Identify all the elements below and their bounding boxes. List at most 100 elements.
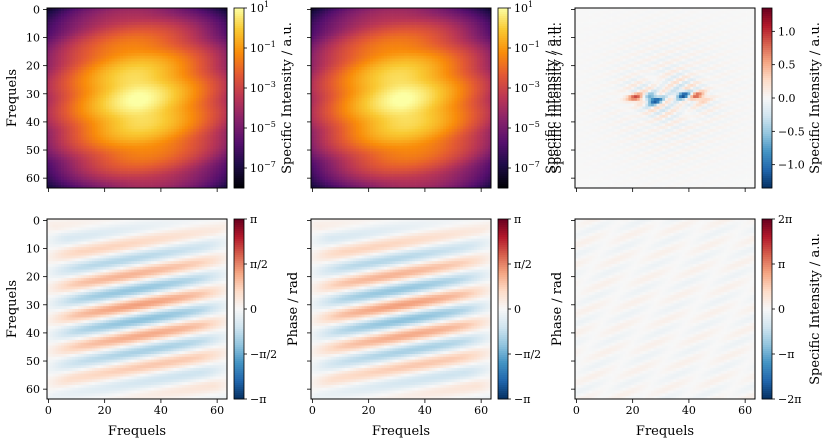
heatmap-cell [219, 126, 222, 129]
heatmap-cell [98, 45, 101, 48]
heatmap-cell [207, 19, 210, 22]
heatmap-cell [55, 87, 58, 90]
heatmap-cell [171, 115, 174, 118]
heatmap-cell [160, 67, 163, 70]
heatmap-cell [53, 121, 56, 124]
heatmap-cell [72, 14, 75, 17]
heatmap-cell [126, 157, 129, 160]
heatmap-cell [134, 76, 137, 79]
heatmap-cell [148, 90, 151, 93]
heatmap-cell [196, 146, 199, 149]
heatmap-cell [106, 177, 109, 180]
heatmap-cell [199, 151, 202, 154]
heatmap-cell [95, 39, 98, 42]
heatmap-cell [362, 16, 365, 19]
heatmap-cell [185, 135, 188, 138]
heatmap-cell [193, 25, 196, 28]
heatmap-cell [404, 22, 407, 25]
heatmap-cell [112, 160, 115, 163]
heatmap-cell [120, 67, 123, 70]
heatmap-cell [145, 109, 148, 112]
heatmap-cell [84, 168, 87, 171]
heatmap-cell [196, 174, 199, 177]
heatmap-cell [109, 22, 112, 25]
heatmap-cell [188, 31, 191, 34]
heatmap-cell [435, 19, 438, 22]
heatmap-cell [137, 168, 140, 171]
heatmap-cell [157, 56, 160, 59]
heatmap-cell [202, 129, 205, 132]
heatmap-cell [70, 95, 73, 98]
heatmap-cell [213, 56, 216, 59]
heatmap-cell [474, 22, 477, 25]
heatmap-cell [213, 98, 216, 101]
heatmap-cell [196, 182, 199, 185]
heatmap-cell [86, 135, 89, 138]
heatmap-cell [70, 160, 73, 163]
heatmap-cell [106, 140, 109, 143]
heatmap-cell [157, 157, 160, 160]
heatmap-cell [190, 64, 193, 67]
heatmap-cell [75, 115, 78, 118]
heatmap-cell [213, 19, 216, 22]
heatmap-cell [210, 90, 213, 93]
heatmap-cell [115, 70, 118, 73]
heatmap-cell [75, 31, 78, 34]
heatmap-cell [393, 11, 396, 14]
heatmap-cell [157, 118, 160, 121]
heatmap-cell [207, 33, 210, 36]
heatmap-cell [70, 171, 73, 174]
heatmap-cell [61, 118, 64, 121]
heatmap-cell [75, 174, 78, 177]
heatmap-cell [199, 98, 202, 101]
heatmap-cell [98, 39, 101, 42]
heatmap-cell [210, 135, 213, 138]
heatmap-cell [84, 157, 87, 160]
heatmap-cell [72, 98, 75, 101]
heatmap-cell [174, 135, 177, 138]
heatmap-cell [123, 42, 126, 45]
heatmap-cell [72, 81, 75, 84]
heatmap-cell [317, 36, 320, 39]
heatmap-cell [205, 87, 208, 90]
heatmap-cell [350, 28, 353, 31]
heatmap-cell [171, 81, 174, 84]
heatmap-cell [151, 143, 154, 146]
heatmap-cell [129, 171, 132, 174]
heatmap-cell [89, 56, 92, 59]
heatmap-cell [84, 154, 87, 157]
heatmap-cell [202, 168, 205, 171]
heatmap-cell [92, 92, 95, 95]
heatmap-cell [165, 118, 168, 121]
heatmap-cell [171, 28, 174, 31]
heatmap-cell [123, 56, 126, 59]
heatmap-cell [123, 19, 126, 22]
heatmap-cell [384, 11, 387, 14]
heatmap-cell [188, 180, 191, 183]
heatmap-cell [106, 101, 109, 104]
heatmap-cell [157, 16, 160, 19]
heatmap-cell [393, 14, 396, 17]
heatmap-cell [440, 14, 443, 17]
heatmap-cell [190, 98, 193, 101]
heatmap-cell [109, 98, 112, 101]
heatmap-cell [84, 39, 87, 42]
heatmap-cell [457, 36, 460, 39]
heatmap-cell [171, 47, 174, 50]
heatmap-cell [55, 129, 58, 132]
heatmap-cell [61, 129, 64, 132]
heatmap-cell [70, 64, 73, 67]
heatmap-cell [145, 81, 148, 84]
heatmap-cell [143, 140, 146, 143]
heatmap-cell [179, 135, 182, 138]
heatmap-cell [160, 104, 163, 107]
heatmap-cell [55, 123, 58, 126]
heatmap-cell [179, 73, 182, 76]
heatmap-cell [58, 28, 61, 31]
heatmap-cell [452, 11, 455, 14]
heatmap-cell [81, 126, 84, 129]
heatmap-cell [58, 19, 61, 22]
heatmap-cell [359, 14, 362, 17]
heatmap-cell [221, 166, 224, 169]
heatmap-cell [179, 92, 182, 95]
